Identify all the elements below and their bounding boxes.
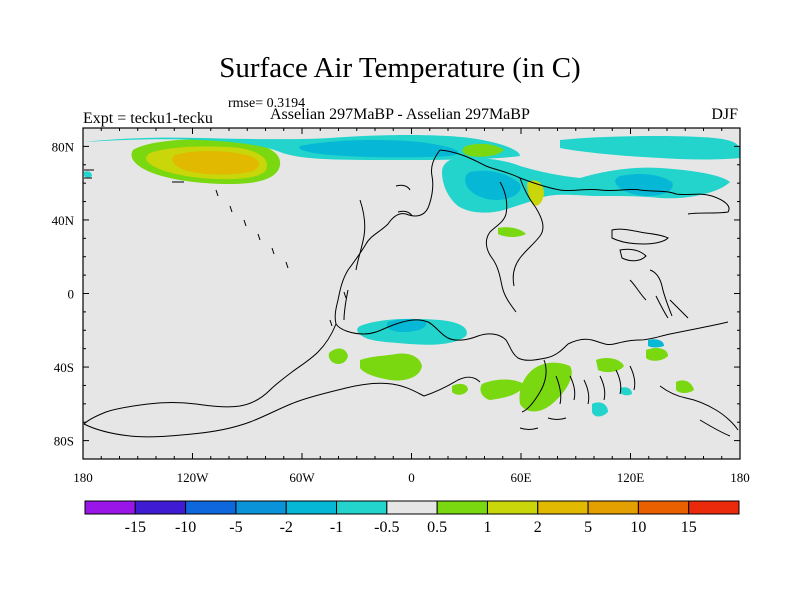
experiment-label: Expt = tecku1-tecku bbox=[83, 110, 213, 127]
colorbar-label: -2 bbox=[280, 519, 293, 536]
colorbar-label: 0.5 bbox=[427, 519, 447, 536]
colorbar-label: -5 bbox=[229, 519, 242, 536]
coastlines bbox=[83, 149, 739, 438]
longitude-tick-label: 120E bbox=[617, 470, 645, 485]
longitude-tick-label: 60W bbox=[289, 470, 315, 485]
colorbar-swatch bbox=[587, 500, 639, 515]
colorbar-label: 5 bbox=[584, 519, 592, 536]
season-label: DJF bbox=[711, 106, 738, 123]
colorbar-swatch bbox=[486, 500, 539, 515]
colorbar-swatch bbox=[285, 500, 338, 515]
longitude-tick-label: 0 bbox=[408, 470, 415, 485]
longitude-labels: 180 120W 60W 0 60E 120E 180 bbox=[73, 470, 750, 485]
colorbar-swatch bbox=[235, 500, 287, 515]
longitude-tick-label: 120W bbox=[177, 470, 210, 485]
colorbar-label: 15 bbox=[681, 519, 697, 536]
latitude-tick-label: 80S bbox=[54, 434, 74, 449]
colorbar-label: 2 bbox=[534, 519, 542, 536]
latitude-tick-label: 80N bbox=[52, 139, 75, 154]
latitude-tick-label: 40N bbox=[52, 213, 75, 228]
rmse-label: rmse= 0.3194 bbox=[228, 96, 306, 111]
colorbar-label: 1 bbox=[483, 519, 491, 536]
colorbar-swatch bbox=[436, 500, 488, 515]
comparison-label: Asselian 297MaBP - Asselian 297MaBP bbox=[270, 106, 530, 123]
colorbar-swatch bbox=[537, 500, 589, 515]
colorbar-label: -0.5 bbox=[374, 519, 399, 536]
colorbar-label: -1 bbox=[330, 519, 343, 536]
colorbar bbox=[84, 500, 740, 515]
plot-title: Surface Air Temperature (in C) bbox=[219, 52, 581, 84]
anomaly-fields bbox=[84, 135, 740, 417]
colorbar-swatch bbox=[134, 500, 187, 515]
colorbar-label: 10 bbox=[630, 519, 646, 536]
colorbar-swatch bbox=[637, 500, 690, 515]
latitude-tick-label: 40S bbox=[54, 360, 74, 375]
colorbar-swatch bbox=[386, 500, 438, 515]
latitude-tick-label: 0 bbox=[68, 287, 75, 302]
colorbar-swatch bbox=[688, 500, 740, 515]
colorbar-label: -15 bbox=[125, 519, 146, 536]
colorbar-swatch bbox=[84, 500, 136, 515]
longitude-tick-label: 60E bbox=[511, 470, 532, 485]
latitude-labels: 80N 40N 0 40S 80S bbox=[52, 139, 75, 448]
colorbar-label: -10 bbox=[175, 519, 196, 536]
colorbar-labels: -15 -10 -5 -2 -1 -0.5 0.5 1 2 5 10 15 bbox=[125, 519, 697, 536]
longitude-tick-label: 180 bbox=[730, 470, 750, 485]
colorbar-swatch bbox=[336, 500, 388, 515]
colorbar-swatch bbox=[185, 500, 237, 515]
axis-ticks bbox=[82, 127, 741, 460]
longitude-tick-label: 180 bbox=[73, 470, 93, 485]
